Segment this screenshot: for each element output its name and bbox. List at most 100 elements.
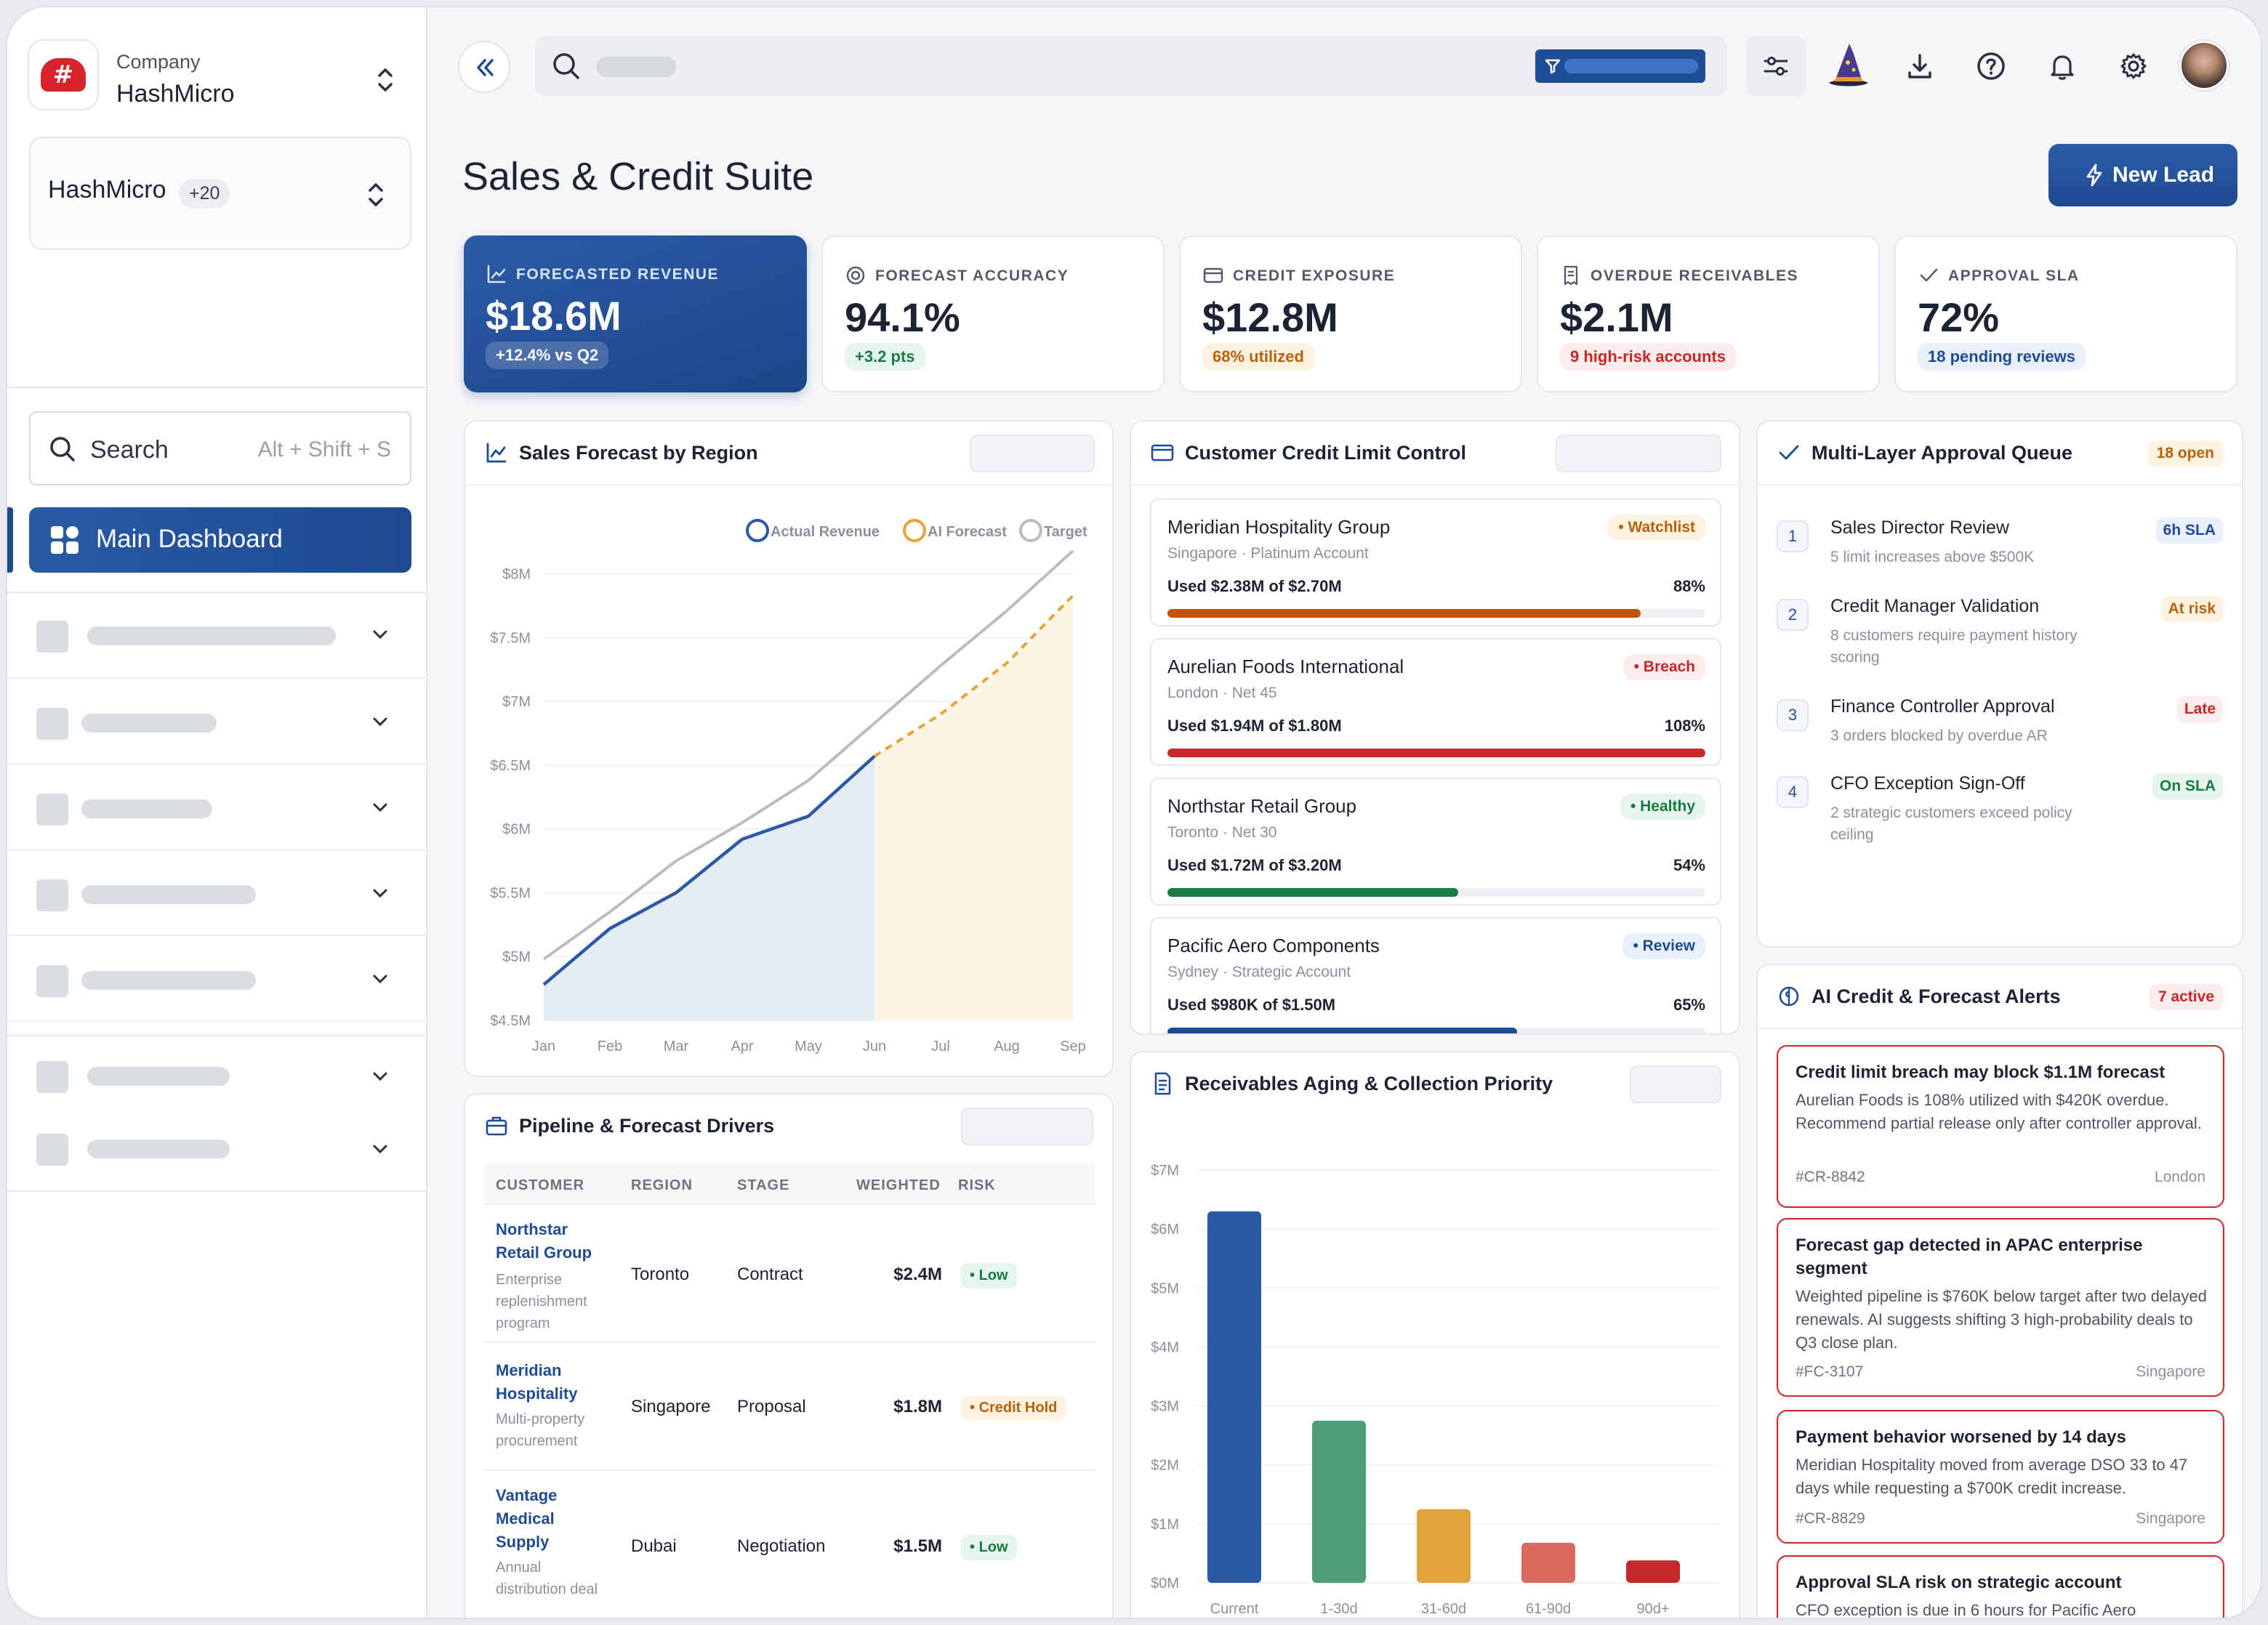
customer-meta: London · Net 45 [1167, 685, 1277, 701]
y-tick-label: $1M [1151, 1517, 1179, 1533]
sidebar-search[interactable]: Search Alt + Shift + S [29, 411, 411, 485]
table-row[interactable]: Meridian Hospitality Multi-property proc… [484, 1344, 1095, 1471]
alert-id: #FC-3107 [1796, 1363, 1864, 1380]
step-number: 3 [1777, 699, 1809, 731]
nav-group[interactable] [7, 850, 427, 936]
risk-label: Low [978, 1539, 1008, 1555]
aging-filter[interactable] [1630, 1065, 1721, 1103]
table-row[interactable]: Northstar Retail Group Enterprise replen… [484, 1206, 1095, 1343]
customer-name[interactable]: Meridian Hospitality [496, 1361, 578, 1403]
step-desc: 5 limit increases above $500K [1830, 549, 2035, 565]
credit-limit-item[interactable]: Pacific Aero Components Sydney · Strategi… [1150, 917, 1721, 1033]
alert-location: Singapore [2136, 1363, 2205, 1380]
download-button[interactable] [1890, 36, 1950, 96]
status-badge: • Review [1622, 933, 1705, 959]
approval-step[interactable]: 3 Finance Controller Approval 3 orders blo… [1777, 696, 2223, 769]
document-icon [1154, 1072, 1171, 1095]
credit-filter[interactable] [1556, 435, 1721, 472]
step-title: CFO Exception Sign-Off [1830, 773, 2025, 794]
kpi-overdue-receivables[interactable]: OVERDUE RECEIVABLES $2.1M 9 high-risk ac… [1537, 235, 1880, 392]
alert-id: #CR-8829 [1796, 1510, 1865, 1527]
approval-step[interactable]: 4 CFO Exception Sign-Off 2 strategic custo… [1777, 773, 2223, 846]
kpi-value: 72% [1918, 294, 2000, 340]
y-tick-label: $6M [502, 822, 531, 838]
column-header: WEIGHTED [856, 1177, 941, 1193]
y-tick-label: $6.5M [490, 758, 531, 774]
help-button[interactable] [1961, 36, 2021, 96]
notifications-button[interactable] [2032, 36, 2092, 96]
active-indicator [7, 507, 13, 573]
nav-group[interactable] [7, 679, 427, 765]
kpi-label: OVERDUE RECEIVABLES [1591, 267, 1798, 284]
chevron-updown-icon [369, 183, 383, 206]
bar-1-30d[interactable] [1312, 1420, 1366, 1583]
alert-item[interactable]: Approval SLA risk on strategic account CF… [1777, 1555, 2224, 1618]
ai-alerts-card: AI Credit & Forecast Alerts 7 active Cre… [1756, 964, 2243, 1618]
kpi-credit-exposure[interactable]: CREDIT EXPOSURE $12.8M 68% utilized [1179, 235, 1522, 392]
user-avatar[interactable] [2179, 41, 2229, 90]
chevron-down-icon[interactable] [371, 1140, 390, 1158]
alert-item[interactable]: Credit limit breach may block $1.1M fore… [1777, 1045, 2224, 1208]
region-cell: Singapore [631, 1397, 711, 1416]
kpi-forecasted-revenue[interactable]: FORECASTED REVENUE $18.6M +12.4% vs Q2 [464, 235, 807, 392]
legend-marker [903, 519, 926, 542]
credit-limit-item[interactable]: Aurelian Foods International London · Net… [1150, 638, 1721, 766]
customer-desc: Enterprise replenishment program [496, 1272, 587, 1331]
approval-step[interactable]: 1 Sales Director Review 5 limit increases … [1777, 517, 2223, 590]
workspace-count-badge: +20 [179, 179, 230, 209]
legend-label: Target [1044, 524, 1087, 540]
nav-group[interactable] [7, 593, 427, 679]
alert-item[interactable]: Forecast gap detected in APAC enterprise… [1777, 1218, 2224, 1397]
nav-main-dashboard[interactable]: Main Dashboard [29, 507, 411, 573]
legend-label: Actual Revenue [771, 524, 880, 540]
settings-button[interactable] [2104, 36, 2163, 96]
kpi-approval-sla[interactable]: APPROVAL SLA 72% 18 pending reviews [1894, 235, 2237, 392]
actual-revenue-series-line [542, 754, 876, 986]
bar-90d-[interactable] [1626, 1560, 1680, 1583]
nav-group[interactable] [7, 936, 427, 1022]
nav-label-placeholder[interactable] [87, 1067, 230, 1086]
x-tick-label: 90d+ [1636, 1601, 1669, 1617]
alert-item[interactable]: Payment behavior worsened by 14 days Meri… [1777, 1410, 2224, 1544]
approval-step[interactable]: 2 Credit Manager Validation 8 customers re… [1777, 596, 2223, 669]
filter-funnel-icon [1545, 59, 1561, 74]
nav-group[interactable] [7, 765, 427, 850]
card-title: Receivables Aging & Collection Priority [1185, 1073, 1553, 1094]
chevron-down-icon [373, 803, 387, 812]
region-selector[interactable] [970, 435, 1095, 472]
target-series-line [542, 549, 1074, 961]
nav-icon-placeholder [36, 879, 68, 911]
nav-label-placeholder[interactable] [87, 1140, 230, 1158]
sliders-button[interactable] [1746, 36, 1806, 96]
customer-name[interactable]: Northstar Retail Group [496, 1220, 592, 1262]
credit-card-icon [1151, 444, 1174, 461]
chevron-down-icon[interactable] [371, 1067, 390, 1086]
bar-31-60d[interactable] [1417, 1509, 1471, 1583]
bar-current[interactable] [1207, 1211, 1261, 1583]
chevron-down-icon [373, 630, 387, 640]
workspace-switcher[interactable]: HashMicro +20 [29, 137, 411, 250]
sidebar-divider [7, 592, 426, 593]
collapse-sidebar-button[interactable] [458, 41, 510, 93]
card-title: Sales Forecast by Region [519, 442, 758, 464]
sla-badge: Late [2176, 696, 2223, 722]
new-lead-button[interactable]: New Lead [2048, 144, 2237, 206]
ai-assistant-button[interactable] [1817, 36, 1877, 96]
pipeline-filter[interactable] [961, 1108, 1093, 1145]
kpi-forecast-accuracy[interactable]: FORECAST ACCURACY 94.1% +3.2 pts [821, 235, 1165, 392]
nav-icon-placeholder [36, 621, 68, 653]
credit-limit-item[interactable]: Northstar Retail Group Toronto · Net 30 Us… [1150, 778, 1721, 906]
bar-61-90d[interactable] [1521, 1542, 1575, 1583]
global-search-input[interactable] [535, 36, 1727, 96]
kpi-status-badge: 18 pending reviews [1918, 343, 2086, 371]
gear-icon [2120, 53, 2147, 79]
credit-limit-item[interactable]: Meridian Hospitality Group Singapore · Pl… [1150, 499, 1721, 626]
sidebar-divider [7, 1190, 426, 1192]
table-row[interactable]: Vantage Medical Supply Annual distributi… [484, 1472, 1095, 1618]
filter-chip[interactable] [1535, 49, 1705, 83]
risk-badge: • Low [961, 1535, 1017, 1560]
customer-name[interactable]: Vantage Medical Supply [496, 1486, 558, 1551]
wizard-hat-icon [1829, 44, 1868, 86]
company-switch-icon[interactable] [374, 64, 396, 96]
forecast-line-chart: $4.5M $5M $5.5M $6M $6.5M $7M $7.5M $8M Jan Feb Ma… [490, 519, 1087, 1055]
